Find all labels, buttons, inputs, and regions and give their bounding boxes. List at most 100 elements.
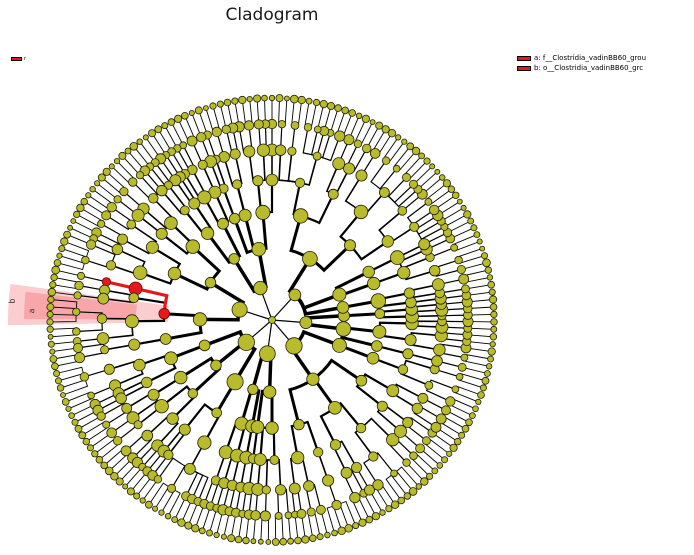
tree-node	[355, 169, 368, 182]
tree-node	[433, 343, 446, 357]
tree-node	[386, 433, 400, 447]
tree-node	[442, 179, 451, 188]
tree-node	[344, 524, 353, 533]
tree-node	[124, 147, 132, 155]
tree-node	[490, 318, 498, 326]
tree-node	[220, 533, 227, 540]
tree-node	[100, 461, 108, 470]
tree-node	[268, 316, 276, 324]
tree-node	[67, 224, 73, 231]
tree-node	[402, 416, 414, 428]
tree-node	[253, 453, 267, 466]
tree-node	[204, 276, 217, 289]
tree-node	[279, 537, 288, 546]
tree-node	[387, 128, 397, 138]
tree-node	[287, 146, 297, 156]
tree-node	[402, 458, 411, 467]
tree-node	[181, 112, 189, 120]
tree-node	[456, 264, 466, 274]
tree-node	[397, 496, 406, 505]
tree-node	[381, 235, 395, 248]
tree-node	[261, 94, 268, 102]
tree-node	[47, 340, 55, 348]
tree-edge	[406, 462, 425, 482]
tree-node	[268, 94, 276, 102]
tree-node	[392, 164, 401, 173]
tree-node	[487, 355, 495, 363]
tree-node	[95, 455, 104, 464]
tree-node	[229, 148, 241, 160]
tree-node	[194, 106, 203, 115]
tree-node	[406, 142, 415, 151]
tree-node	[73, 342, 84, 353]
tree-node	[452, 191, 460, 199]
tree-node	[121, 402, 133, 414]
tree-node	[96, 411, 106, 421]
tree-node	[489, 303, 498, 311]
tree-node	[431, 278, 445, 292]
tree-node	[188, 110, 195, 117]
tree-node	[403, 287, 415, 299]
tree-node	[100, 345, 110, 355]
tree-node	[187, 388, 199, 399]
tree-node	[477, 391, 485, 399]
tree-node	[128, 177, 138, 187]
tree-node	[74, 424, 83, 433]
tree-node	[378, 187, 390, 198]
tree-node	[436, 462, 444, 469]
tree-node	[102, 167, 111, 176]
tree-node	[72, 307, 81, 316]
tree-node	[343, 239, 356, 252]
tree-node	[81, 255, 90, 265]
tree-node	[115, 392, 127, 405]
tree-node	[415, 483, 422, 490]
tree-node	[77, 271, 86, 280]
tree-node	[472, 405, 479, 413]
tree-node	[159, 333, 172, 345]
tree-edge	[157, 129, 172, 152]
tree-node	[133, 358, 146, 372]
tree-node	[441, 456, 449, 464]
tree-node	[327, 188, 339, 200]
tree-node	[374, 308, 386, 320]
tree-node	[397, 206, 408, 216]
tree-node	[490, 310, 498, 318]
tree-node	[255, 204, 271, 220]
tree-node	[202, 105, 209, 111]
tree-node	[468, 412, 476, 420]
tree-node	[328, 400, 342, 415]
tree-node	[55, 377, 63, 385]
tree-node	[424, 197, 433, 206]
tree-node	[306, 372, 320, 386]
tree-node	[228, 212, 241, 225]
tree-node	[61, 398, 70, 406]
tree-node	[363, 484, 375, 496]
tree-node	[397, 266, 411, 280]
nodes-group	[46, 94, 498, 546]
tree-edge	[454, 385, 482, 396]
tree-node	[429, 265, 441, 277]
tree-node	[128, 338, 141, 351]
tree-edge	[151, 132, 167, 156]
tree-node	[250, 510, 261, 521]
tree-node	[454, 255, 463, 265]
tree-node	[483, 370, 491, 377]
tree-node	[142, 134, 149, 141]
tree-node	[435, 413, 447, 425]
tree-node	[290, 121, 300, 130]
tree-node	[257, 538, 264, 545]
tree-node	[253, 119, 264, 130]
legend-a-label: a: f__Clostridia_vadinBB60_grou	[534, 54, 646, 62]
tree-node	[309, 534, 317, 542]
tree-node	[353, 139, 363, 148]
tree-node	[465, 418, 473, 427]
tree-node	[105, 260, 117, 271]
tree-node	[458, 431, 466, 439]
tree-node	[371, 512, 380, 521]
tree-node	[447, 185, 456, 193]
tree-node	[47, 295, 55, 304]
tree-node	[106, 201, 117, 213]
tree-edge	[164, 125, 178, 149]
tree-node	[461, 284, 470, 294]
